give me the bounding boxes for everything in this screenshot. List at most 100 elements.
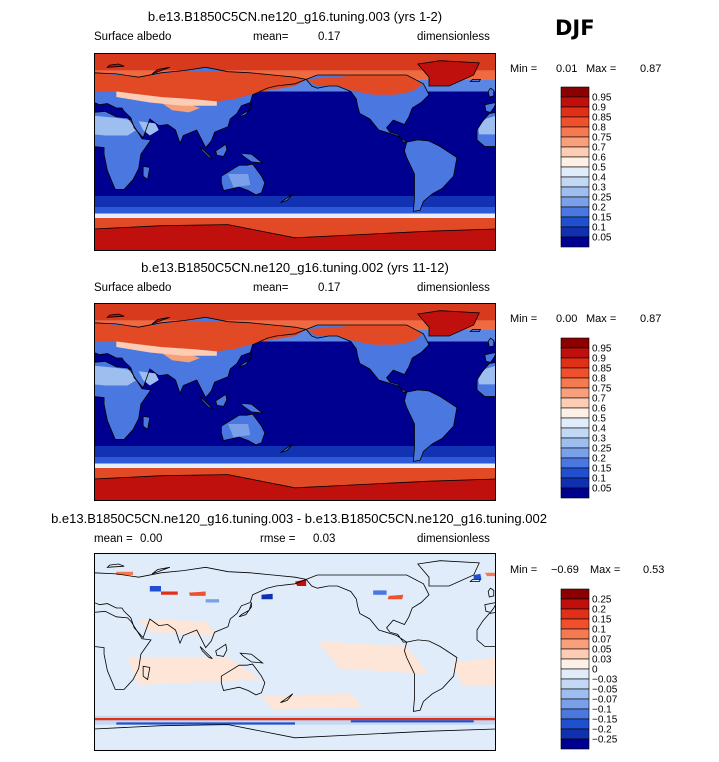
- coastline: [94, 110, 152, 190]
- coastline: [469, 328, 482, 333]
- desert-area: [138, 371, 159, 386]
- map-field: [94, 553, 496, 751]
- colorbar-tick-label: 0.15: [592, 464, 612, 475]
- coastline: [280, 443, 294, 453]
- coastline: [417, 560, 480, 587]
- snow-cover: [417, 310, 480, 336]
- colorbar-tick-label: 0.8: [592, 123, 606, 134]
- positive-anomaly: [484, 572, 496, 577]
- land-area: [470, 79, 481, 82]
- difference-band: [350, 720, 474, 723]
- map-field: [94, 53, 496, 251]
- coastline: [476, 361, 496, 397]
- coastline: [487, 337, 495, 348]
- colorbar-swatch: [560, 688, 590, 700]
- negative-anomaly: [373, 590, 387, 595]
- ocean-band: [94, 196, 496, 207]
- positive-anomaly: [188, 591, 206, 596]
- colorbar-tick-label: 0.05: [592, 484, 612, 495]
- colorbar-swatch: [560, 136, 590, 148]
- max-value: 0.53: [643, 564, 665, 576]
- snow-cover: [306, 75, 424, 95]
- coastline: [487, 587, 495, 598]
- coastline: [305, 324, 430, 393]
- colorbar-swatch: [560, 447, 590, 459]
- coastline: [94, 724, 496, 739]
- coastline: [94, 360, 152, 440]
- min-label: Min =: [510, 63, 538, 75]
- desert-area: [478, 365, 496, 385]
- desert-area: [94, 365, 137, 386]
- max-label: Max =: [586, 313, 617, 325]
- colorbar: 0.950.90.850.80.750.70.60.50.40.30.250.2…: [560, 86, 612, 248]
- ocean-band: [94, 53, 496, 71]
- colorbar-tick-label: 0.7: [592, 394, 606, 405]
- coastline: [215, 393, 228, 407]
- coastline: [476, 111, 496, 147]
- colorbar-swatch: [560, 477, 590, 489]
- difference-band: [116, 722, 295, 725]
- coastline: [106, 313, 125, 318]
- colorbar-tick-label: 0.5: [592, 414, 606, 425]
- colorbar-tick-label: 0.07: [592, 635, 612, 646]
- colorbar-tick-label: −0.25: [592, 735, 618, 746]
- colorbar-tick-label: 0.95: [592, 93, 612, 104]
- colorbar-tick-label: 0.95: [592, 344, 612, 355]
- colorbar-tick-label: 0.8: [592, 374, 606, 385]
- coastline: [484, 352, 496, 363]
- colorbar-swatch: [560, 126, 590, 138]
- colorbar-tick-label: 0.2: [592, 454, 606, 465]
- ocean-band: [94, 463, 496, 468]
- mean-label: mean=: [253, 282, 289, 294]
- colorbar-swatch: [560, 658, 590, 670]
- land-area: [239, 352, 252, 367]
- coastline: [215, 643, 228, 657]
- ocean-band: [94, 303, 496, 321]
- colorbar-tick-label: −0.2: [592, 725, 612, 736]
- mean-value: 0.17: [318, 282, 341, 294]
- colorbar-tick-label: 0.15: [592, 615, 612, 626]
- colorbar-tick-label: 0.15: [592, 213, 612, 224]
- units-label: dimensionless: [417, 533, 490, 545]
- colorbar-tick-label: −0.1: [592, 705, 612, 716]
- colorbar-swatch: [560, 166, 590, 178]
- snow-cover: [417, 60, 480, 86]
- colorbar-swatch: [560, 738, 590, 750]
- colorbar-swatch: [560, 86, 590, 98]
- coastline: [239, 402, 264, 414]
- variable-label: Surface albedo: [94, 31, 172, 43]
- coastline: [94, 66, 308, 149]
- colorbar-tick-label: 0.1: [592, 625, 606, 636]
- colorbar-swatch: [560, 397, 590, 409]
- land-area: [215, 144, 227, 157]
- difference-patch: [317, 641, 429, 674]
- coastline: [404, 139, 458, 212]
- colorbar-swatch: [560, 377, 590, 389]
- colorbar-tick-label: 0.75: [592, 384, 612, 395]
- coastline: [215, 143, 228, 157]
- colorbar-swatch: [560, 347, 590, 359]
- negative-anomaly: [205, 599, 220, 603]
- colorbar-tick-label: 0.85: [592, 364, 612, 375]
- colorbar-tick-label: 0.3: [592, 183, 606, 194]
- coastline: [142, 165, 151, 181]
- colorbar-swatch: [560, 367, 590, 379]
- colorbar-swatch: [560, 176, 590, 188]
- variable-label: Surface albedo: [94, 282, 172, 294]
- colorbar-swatch: [560, 728, 590, 740]
- coastline: [280, 193, 294, 203]
- min-label: Min =: [510, 313, 538, 325]
- desert-area: [94, 115, 137, 136]
- desert-area: [478, 115, 496, 135]
- desert-area: [228, 424, 251, 438]
- difference-band: [94, 718, 496, 721]
- coastline: [199, 396, 213, 409]
- snow-cover: [94, 320, 307, 352]
- colorbar-tick-label: 0.1: [592, 223, 606, 234]
- colorbar-tick-label: −0.03: [592, 675, 618, 686]
- panel-title: b.e13.B1850C5CN.ne120_g16.tuning.003 (yr…: [147, 9, 443, 24]
- colorbar-tick-label: −0.05: [592, 685, 618, 696]
- land-area: [215, 394, 227, 407]
- coastline: [151, 316, 171, 325]
- colorbar-swatch: [560, 648, 590, 660]
